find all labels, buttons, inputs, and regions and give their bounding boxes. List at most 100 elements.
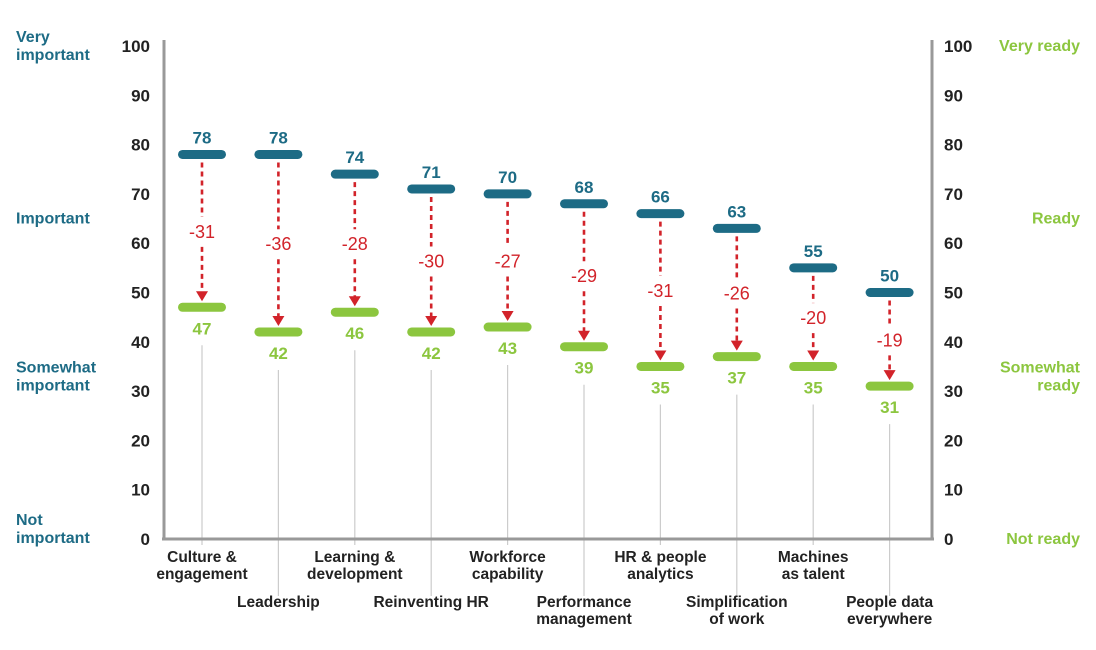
readiness-bar	[483, 322, 532, 332]
gap-value-label: -30	[418, 251, 444, 271]
right-tick-label: 70	[944, 185, 963, 204]
readiness-value-label: 42	[422, 344, 441, 363]
importance-bar	[789, 263, 838, 273]
left-level-label: Somewhat	[16, 359, 97, 376]
importance-bar	[330, 169, 379, 179]
gap-arrow-head	[807, 350, 820, 361]
importance-bar	[483, 189, 532, 199]
readiness-value-label: 35	[651, 378, 670, 397]
left-tick-label: 10	[131, 481, 150, 500]
right-level-label: ready	[1037, 377, 1080, 394]
left-tick-label: 70	[131, 185, 150, 204]
gap-arrow-head	[348, 296, 361, 307]
tick-labels-layer: 0 10 20 30 40 50 60 70 80 90 100 0 10 20 30 40 50 60 70 80 9…	[122, 37, 973, 549]
importance-bar	[865, 288, 914, 297]
bars-layer	[178, 149, 914, 391]
right-tick-label: 90	[944, 86, 963, 105]
readiness-value-label: 31	[880, 398, 899, 417]
importance-bar	[712, 223, 761, 233]
gap-arrows-layer	[196, 162, 896, 381]
gap-value-label: -20	[800, 308, 826, 328]
gap-arrow-head	[272, 315, 285, 326]
importance-value-label: 55	[804, 242, 823, 261]
left-tick-label: 60	[131, 234, 150, 253]
gap-value-label: -29	[571, 266, 597, 286]
category-label: Learning &	[314, 549, 395, 566]
category-label: as talent	[782, 566, 845, 583]
left-level-label: Not	[16, 512, 43, 529]
gap-value-label: -31	[647, 281, 673, 301]
importance-value-label: 71	[422, 163, 441, 182]
gap-arrow-head	[654, 350, 667, 361]
importance-value-label: 70	[498, 168, 517, 187]
importance-bar	[407, 184, 456, 194]
right-tick-label: 30	[944, 382, 963, 401]
category-label: Machines	[778, 549, 849, 566]
gap-value-label: -27	[495, 251, 521, 271]
gap-arrow-head	[425, 315, 438, 326]
left-level-label: Very	[16, 29, 50, 46]
right-level-label: Somewhat	[1000, 359, 1081, 376]
gap-value-label: -28	[342, 234, 368, 254]
category-label: Performance	[537, 594, 632, 611]
right-tick-label: 60	[944, 234, 963, 253]
category-label: of work	[709, 611, 764, 628]
readiness-bar	[636, 361, 685, 371]
gap-value-label: -36	[265, 234, 291, 254]
importance-value-label: 78	[269, 128, 288, 147]
right-tick-label: 80	[944, 136, 963, 155]
category-label: everywhere	[847, 611, 933, 628]
gap-value-label: -19	[877, 330, 903, 350]
readiness-value-label: 46	[345, 324, 364, 343]
readiness-value-label: 47	[193, 319, 212, 338]
readiness-value-label: 35	[804, 378, 823, 397]
importance-value-label: 63	[727, 202, 746, 221]
gap-arrow-head	[730, 340, 743, 351]
importance-value-label: 68	[575, 178, 594, 197]
left-tick-label: 100	[122, 37, 150, 56]
importance-value-label: 66	[651, 188, 670, 207]
left-tick-label: 40	[131, 333, 150, 352]
category-label: Leadership	[237, 594, 320, 611]
readiness-bar	[178, 302, 226, 312]
importance-bar	[560, 199, 608, 209]
readiness-bar	[789, 361, 838, 371]
left-level-label: important	[16, 47, 90, 64]
gap-arrow-head	[883, 370, 896, 381]
importance-bar	[178, 149, 226, 159]
right-tick-label: 10	[944, 481, 963, 500]
importance-value-label: 78	[193, 128, 212, 147]
importance-value-label: 50	[880, 267, 899, 286]
category-label: analytics	[627, 566, 693, 583]
category-label: capability	[472, 566, 544, 583]
left-tick-label: 90	[131, 86, 150, 105]
readiness-bar	[330, 307, 379, 317]
axes-layer	[162, 40, 934, 541]
left-level-label: important	[16, 377, 90, 394]
left-tick-label: 30	[131, 382, 150, 401]
right-level-label: Not ready	[1006, 531, 1080, 548]
category-label: Simplification	[686, 594, 788, 611]
right-level-label: Very ready	[999, 38, 1080, 55]
category-label: Workforce	[469, 549, 546, 566]
value-labels-layer: -31 78 47 -36 78 42 -28 74 46 -30 71 42 -27 70 43 -29 68…	[189, 128, 903, 417]
left-level-label: important	[16, 530, 90, 547]
right-tick-label: 20	[944, 431, 963, 450]
stems-layer	[201, 345, 891, 596]
left-level-label: Important	[16, 211, 90, 228]
right-level-label: Ready	[1032, 211, 1080, 228]
side-labels-layer: VeryimportantImportantSomewhatimportantN…	[16, 29, 1081, 548]
readiness-bar	[254, 327, 303, 337]
readiness-value-label: 42	[269, 344, 288, 363]
left-tick-label: 0	[141, 530, 150, 549]
readiness-bar	[712, 352, 761, 362]
readiness-bar	[865, 381, 914, 391]
right-tick-label: 0	[944, 530, 953, 549]
category-labels-layer: Culture &engagement Leadership Learning &d…	[156, 549, 933, 628]
left-tick-label: 50	[131, 284, 150, 303]
category-label: People data	[846, 594, 933, 611]
left-tick-label: 80	[131, 136, 150, 155]
readiness-value-label: 37	[727, 369, 746, 388]
importance-value-label: 74	[345, 148, 364, 167]
